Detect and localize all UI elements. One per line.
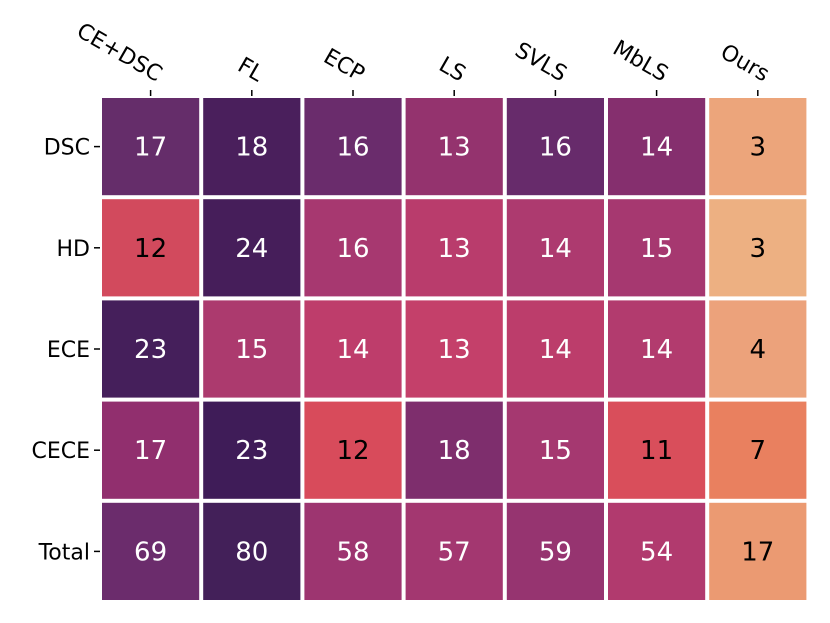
cell-value-label: 18 — [235, 133, 268, 163]
column-label: SVLS — [511, 38, 571, 87]
cell-value-label: 14 — [640, 133, 673, 163]
cell-value-label: 16 — [336, 234, 369, 264]
heatmap-cell — [709, 401, 807, 499]
heatmap-cell — [102, 199, 200, 297]
cell-value-label: 58 — [336, 537, 369, 567]
heatmap-cell — [506, 502, 604, 600]
heatmap-cell — [405, 199, 503, 297]
row-label: ECE — [47, 338, 90, 363]
cell-value-label: 80 — [235, 537, 268, 567]
heatmap-cell — [102, 300, 200, 398]
heatmap-cell — [608, 300, 706, 398]
heatmap-cell — [304, 401, 402, 499]
column-label: CE+DSC — [72, 19, 166, 88]
heatmap-cell — [709, 199, 807, 297]
heatmap-cell — [304, 502, 402, 600]
heatmap-cell — [203, 199, 301, 297]
row-label: Total — [38, 540, 90, 565]
heatmap-cell — [405, 502, 503, 600]
cell-value-label: 4 — [750, 335, 767, 365]
column-label: MbLS — [608, 36, 672, 87]
cell-value-label: 14 — [640, 335, 673, 365]
heatmap-cell — [203, 300, 301, 398]
heatmap-cell — [405, 401, 503, 499]
cell-value-label: 17 — [741, 537, 774, 567]
cell-value-label: 24 — [235, 234, 268, 264]
cell-value-label: 23 — [134, 335, 167, 365]
cell-value-label: 15 — [539, 436, 572, 466]
cell-value-label: 11 — [640, 436, 673, 466]
heatmap-cell — [203, 502, 301, 600]
cell-value-label: 13 — [438, 234, 471, 264]
row-label: HD — [57, 237, 90, 262]
heatmap-cell — [405, 300, 503, 398]
cell-value-label: 23 — [235, 436, 268, 466]
cell-value-label: 14 — [336, 335, 369, 365]
cell-value-label: 69 — [134, 537, 167, 567]
cell-value-label: 3 — [750, 133, 767, 163]
heatmap-cell — [608, 199, 706, 297]
cell-value-label: 54 — [640, 537, 673, 567]
heatmap-cell — [102, 401, 200, 499]
heatmap-cell — [203, 401, 301, 499]
cell-value-label: 12 — [336, 436, 369, 466]
heatmap-cell — [102, 502, 200, 600]
column-label: Ours — [716, 40, 773, 88]
cell-value-label: 57 — [438, 537, 471, 567]
heatmap-cell — [506, 199, 604, 297]
heatmap-cell — [506, 401, 604, 499]
row-label: CECE — [31, 439, 90, 464]
cell-value-label: 7 — [750, 436, 767, 466]
cell-value-label: 18 — [438, 436, 471, 466]
column-label: ECP — [319, 44, 368, 87]
heatmap-cell — [304, 98, 402, 196]
cell-value-label: 12 — [134, 234, 167, 264]
heatmap-cell — [304, 300, 402, 398]
cell-value-label: 3 — [750, 234, 767, 264]
cell-value-label: 16 — [336, 133, 369, 163]
cell-value-label: 15 — [235, 335, 268, 365]
heatmap-cell — [506, 300, 604, 398]
cell-value-label: 17 — [134, 133, 167, 163]
cell-value-label: 16 — [539, 133, 572, 163]
heatmap-cell — [203, 98, 301, 196]
cell-value-label: 13 — [438, 335, 471, 365]
column-label: LS — [434, 52, 469, 87]
heatmap-cell — [608, 401, 706, 499]
cell-value-label: 13 — [438, 133, 471, 163]
heatmap-cell — [506, 98, 604, 196]
heatmap-cell — [608, 502, 706, 600]
cell-value-label: 15 — [640, 234, 673, 264]
cell-value-label: 14 — [539, 234, 572, 264]
heatmap-cell — [304, 199, 402, 297]
heatmap-cell — [709, 98, 807, 196]
column-label: FL — [233, 53, 268, 87]
heatmap-cell — [405, 98, 503, 196]
cell-value-label: 59 — [539, 537, 572, 567]
heatmap-cell — [709, 502, 807, 600]
cell-value-label: 17 — [134, 436, 167, 466]
heatmap-cell — [709, 300, 807, 398]
cell-value-label: 14 — [539, 335, 572, 365]
heatmap-cell — [102, 98, 200, 196]
heatmap-cell — [608, 98, 706, 196]
row-label: DSC — [44, 136, 90, 161]
